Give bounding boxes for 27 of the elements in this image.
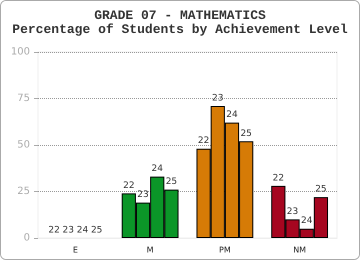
series-label: 24 bbox=[152, 164, 164, 174]
text: 23 bbox=[286, 206, 298, 217]
x-tick-label: E bbox=[72, 246, 78, 254]
text: 25 bbox=[240, 128, 252, 139]
x-tick-label: NM bbox=[293, 246, 306, 254]
y-tick-label: 50 bbox=[17, 140, 30, 150]
y-tick-label: 25 bbox=[17, 186, 30, 197]
series-label: 23 bbox=[137, 190, 149, 200]
text: 25 bbox=[315, 184, 327, 195]
chart-subtitle: Percentage of Students by Achievement Level bbox=[12, 22, 348, 37]
text: 22 bbox=[272, 173, 284, 184]
text: 23 bbox=[212, 93, 224, 104]
y-tick-label: 75 bbox=[17, 93, 30, 104]
y-tick-label: 100 bbox=[10, 46, 30, 58]
x-tick-label: M bbox=[146, 246, 154, 254]
text: 24 bbox=[76, 226, 88, 236]
x-tick-label: PM bbox=[219, 246, 231, 254]
text: 25 bbox=[90, 226, 102, 236]
series-label: 22 bbox=[123, 180, 135, 191]
y-tick-label: 0 bbox=[24, 232, 30, 244]
text: 24 bbox=[301, 216, 312, 226]
text: 22 bbox=[48, 226, 60, 236]
chart-title: GRADE 07 - MATHEMATICS bbox=[94, 8, 266, 23]
text: 22 bbox=[198, 136, 210, 146]
series-label: 25 bbox=[166, 177, 178, 188]
text: 23 bbox=[62, 226, 74, 236]
text: 24 bbox=[226, 110, 238, 120]
